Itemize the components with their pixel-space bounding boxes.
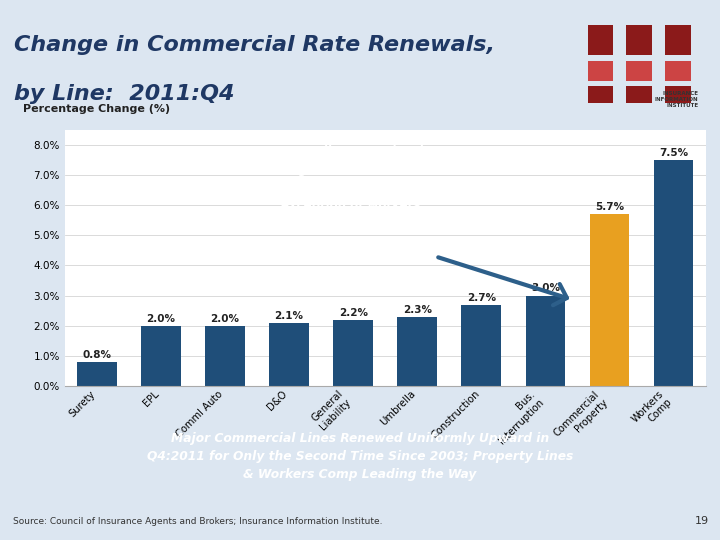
Text: 19: 19 [695,516,708,526]
Bar [205,326,245,386]
Bar [590,214,629,386]
Text: Source: Council of Insurance Agents and Brokers; Insurance Information Institute: Source: Council of Insurance Agents and … [14,517,383,525]
Text: Property lines are showing
larger increases than
casualty lines, with the
except: Property lines are showing larger increa… [261,145,441,230]
FancyBboxPatch shape [588,25,613,55]
Text: 2.1%: 2.1% [274,310,304,321]
Bar [333,320,373,386]
Text: Change in Commercial Rate Renewals,: Change in Commercial Rate Renewals, [14,35,495,55]
FancyBboxPatch shape [626,62,652,81]
Bar [397,316,437,386]
Text: 0.8%: 0.8% [82,350,112,360]
Text: Percentage Change (%): Percentage Change (%) [23,104,170,114]
Text: 2.2%: 2.2% [338,308,368,318]
Text: Major Commercial Lines Renewed Uniformly Upward in
Q4:2011 for Only the Second T: Major Commercial Lines Renewed Uniformly… [147,432,573,481]
FancyBboxPatch shape [626,25,652,55]
FancyBboxPatch shape [588,62,613,81]
Text: by Line:  2011:Q4: by Line: 2011:Q4 [14,84,235,104]
Text: 7.5%: 7.5% [659,147,688,158]
FancyBboxPatch shape [626,86,652,103]
FancyBboxPatch shape [665,62,691,81]
Bar [141,326,181,386]
Text: 2.7%: 2.7% [467,293,496,302]
Bar [77,362,117,386]
Text: 2.0%: 2.0% [210,314,240,323]
Bar [269,323,309,386]
Text: INSURANCE
INFORMATION
INSTITUTE: INSURANCE INFORMATION INSTITUTE [654,91,698,108]
Text: 5.7%: 5.7% [595,202,624,212]
FancyBboxPatch shape [665,86,691,103]
Text: 3.0%: 3.0% [531,284,560,293]
FancyBboxPatch shape [588,86,613,103]
Bar [462,305,501,386]
Text: 2.3%: 2.3% [402,305,432,315]
Text: 2.0%: 2.0% [146,314,176,323]
Bar [654,160,693,386]
Bar [526,295,565,386]
FancyBboxPatch shape [665,25,691,55]
